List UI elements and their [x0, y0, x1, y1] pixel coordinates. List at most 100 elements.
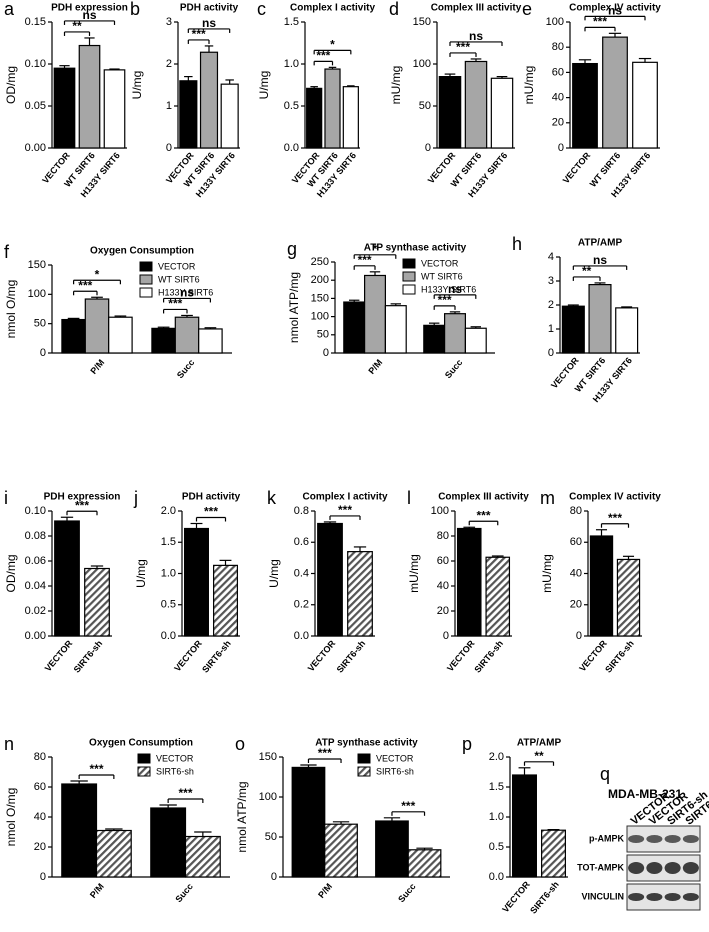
- blot-band: [664, 862, 681, 874]
- legend-swatch: [402, 258, 416, 269]
- x-tick-label: Succ: [175, 357, 196, 380]
- panel-letter: o: [235, 734, 245, 754]
- significance-label: ***: [178, 786, 192, 800]
- panel-letter: p: [462, 734, 472, 754]
- panel-letter: d: [389, 0, 399, 19]
- bar: [561, 305, 585, 354]
- y-tick-label: 150: [28, 259, 46, 271]
- chart-title: Complex IV activity: [569, 492, 661, 503]
- significance-label: ns: [608, 4, 622, 18]
- y-tick-label: 0.8: [294, 505, 309, 517]
- blot-row-label: TOT-AMPK: [577, 862, 624, 872]
- y-tick-label: 0: [548, 347, 554, 359]
- significance-label: ns: [180, 286, 194, 300]
- legend-label: H133Y SIRT6: [421, 284, 476, 294]
- significance-label: ***: [168, 297, 182, 311]
- y-axis-label: nmol O/mg: [4, 788, 18, 847]
- blot-row-label: VINCULIN: [582, 891, 625, 901]
- y-axis-label: OD/mg: [4, 554, 18, 592]
- x-tick-label: VECTOR: [561, 150, 593, 185]
- legend-swatch: [139, 261, 153, 272]
- bar: [324, 68, 341, 149]
- legend-swatch: [357, 766, 371, 777]
- y-tick-label: 60: [552, 66, 564, 78]
- bar: [464, 60, 488, 149]
- bar: [78, 44, 101, 149]
- panel-letter: k: [267, 488, 277, 508]
- y-tick-label: 0.06: [25, 555, 46, 567]
- y-axis-label: OD/mg: [4, 66, 18, 104]
- y-tick-label: 0: [443, 630, 449, 642]
- significance-label: *: [373, 242, 378, 256]
- legend-swatch: [137, 766, 151, 777]
- significance-label: ***: [318, 746, 332, 760]
- x-tick-label: SIRT6-sh: [335, 638, 368, 674]
- y-tick-label: 0.04: [25, 580, 46, 592]
- blot-band: [682, 862, 699, 874]
- blot-band: [628, 893, 645, 901]
- y-tick-label: 20: [34, 841, 46, 853]
- y-tick-label: 0: [40, 347, 46, 359]
- y-tick-label: 0.0: [294, 630, 309, 642]
- y-tick-label: 3: [548, 275, 554, 287]
- bar: [174, 316, 200, 354]
- significance-label: ns: [448, 282, 462, 296]
- y-tick-label: 1.5: [489, 781, 504, 793]
- bar: [95, 829, 132, 878]
- y-tick-label: 80: [552, 41, 564, 53]
- y-tick-label: 80: [34, 751, 46, 763]
- y-axis-label: mU/mg: [522, 66, 536, 105]
- significance-label: ***: [192, 27, 206, 41]
- y-tick-label: 0.00: [25, 630, 46, 642]
- chart-title: Complex I activity: [302, 492, 387, 503]
- bar: [198, 328, 223, 354]
- y-tick-label: 0.2: [294, 599, 309, 611]
- bar: [602, 36, 628, 149]
- x-tick-label: P/M: [88, 881, 106, 900]
- y-tick-label: 100: [431, 505, 449, 517]
- y-tick-label: 0.10: [25, 505, 46, 517]
- x-tick-label: VECTOR: [43, 638, 75, 673]
- x-tick-label: SIRT6-sh: [528, 879, 561, 915]
- significance-label: ns: [593, 253, 607, 267]
- blot-band: [682, 893, 699, 901]
- significance-label: ns: [469, 29, 483, 43]
- bar: [291, 766, 326, 878]
- y-tick-label: 0.5: [161, 599, 176, 611]
- y-tick-label: 1.0: [489, 811, 504, 823]
- panel-letter: b: [130, 0, 140, 19]
- x-tick-label: Succ: [173, 881, 194, 904]
- bar: [84, 298, 110, 354]
- y-tick-label: 40: [34, 811, 46, 823]
- x-tick-label: Succ: [396, 881, 417, 904]
- blot-band: [682, 835, 699, 843]
- significance-label: ***: [476, 508, 490, 522]
- legend-label: VECTOR: [376, 753, 414, 763]
- blot-row-label: p-AMPK: [589, 833, 624, 843]
- bar: [615, 307, 639, 354]
- y-axis-label: mU/mg: [407, 554, 421, 593]
- y-tick-label: 0.00: [25, 142, 46, 154]
- bar: [324, 823, 358, 878]
- y-tick-label: 0.0: [489, 871, 504, 883]
- y-tick-label: 1.5: [284, 16, 299, 28]
- chart-title: ATP/AMP: [517, 738, 562, 749]
- chart-title: PDH activity: [180, 3, 239, 14]
- chart-title: ATP synthase activity: [364, 243, 467, 254]
- y-tick-label: 2: [548, 299, 554, 311]
- bar: [306, 87, 323, 149]
- chart-title: PDH activity: [182, 492, 241, 503]
- bar: [213, 564, 238, 637]
- chart-title: Oxygen Consumption: [89, 738, 193, 749]
- y-axis-label: mU/mg: [389, 66, 403, 105]
- blot-band: [664, 893, 681, 901]
- y-tick-label: 40: [552, 92, 564, 104]
- bar: [632, 61, 658, 149]
- y-tick-label: 150: [413, 16, 431, 28]
- y-tick-label: 50: [34, 318, 46, 330]
- blot-band: [646, 862, 663, 874]
- blot-band: [646, 835, 663, 843]
- bar: [438, 75, 462, 149]
- bar: [54, 520, 80, 637]
